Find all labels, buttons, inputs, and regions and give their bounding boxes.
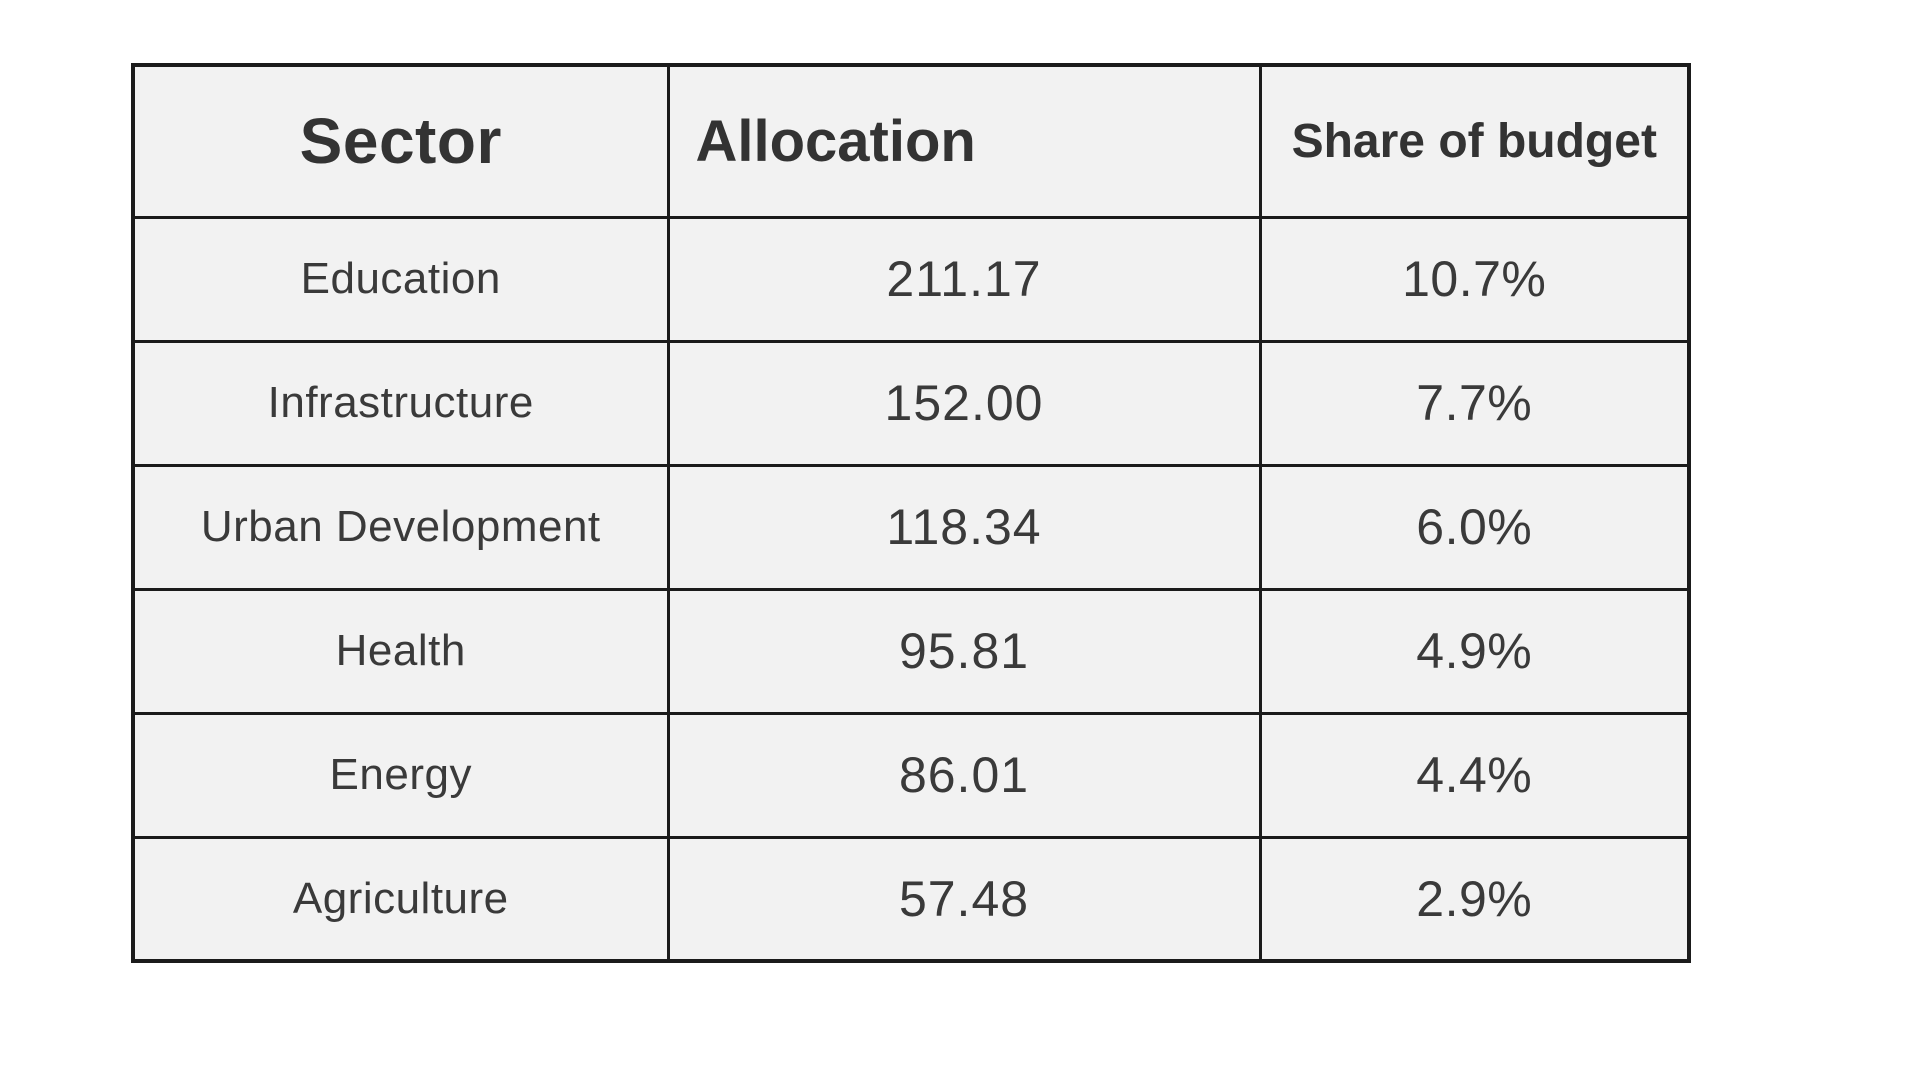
cell-allocation: 86.01 xyxy=(666,711,1262,839)
table-row-agriculture: Agriculture 57.48 2.9% xyxy=(131,835,1691,963)
cell-sector: Energy xyxy=(131,711,670,839)
budget-table: Sector Allocation Share of budget Educat… xyxy=(131,63,1691,963)
table-header-row: Sector Allocation Share of budget xyxy=(131,63,1691,219)
cell-allocation: 95.81 xyxy=(666,587,1262,715)
column-header-sector: Sector xyxy=(131,63,670,219)
cell-sector: Education xyxy=(131,215,670,343)
table-row-energy: Energy 86.01 4.4% xyxy=(131,711,1691,839)
table-row-urban-development: Urban Development 118.34 6.0% xyxy=(131,463,1691,591)
cell-share: 4.4% xyxy=(1258,711,1691,839)
table-row-education: Education 211.17 10.7% xyxy=(131,215,1691,343)
cell-share: 4.9% xyxy=(1258,587,1691,715)
cell-allocation: 118.34 xyxy=(666,463,1262,591)
cell-allocation: 152.00 xyxy=(666,339,1262,467)
cell-sector: Infrastructure xyxy=(131,339,670,467)
cell-share: 6.0% xyxy=(1258,463,1691,591)
cell-allocation: 211.17 xyxy=(666,215,1262,343)
cell-sector: Urban Development xyxy=(131,463,670,591)
column-header-allocation: Allocation xyxy=(666,63,1262,219)
cell-sector: Health xyxy=(131,587,670,715)
table-row-infrastructure: Infrastructure 152.00 7.7% xyxy=(131,339,1691,467)
cell-sector: Agriculture xyxy=(131,835,670,963)
cell-allocation: 57.48 xyxy=(666,835,1262,963)
cell-share: 10.7% xyxy=(1258,215,1691,343)
cell-share: 7.7% xyxy=(1258,339,1691,467)
column-header-share: Share of budget xyxy=(1258,63,1691,219)
cell-share: 2.9% xyxy=(1258,835,1691,963)
table-row-health: Health 95.81 4.9% xyxy=(131,587,1691,715)
